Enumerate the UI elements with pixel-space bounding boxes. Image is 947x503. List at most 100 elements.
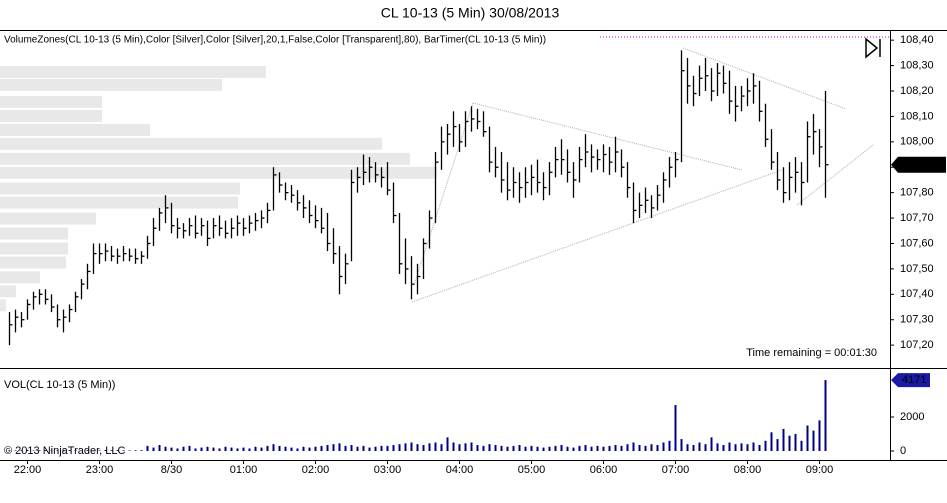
volume-bar <box>560 445 563 451</box>
play-triangle[interactable] <box>865 37 879 59</box>
volume-bar <box>158 445 161 451</box>
volume-bar <box>110 450 113 451</box>
pane-frames <box>0 30 947 461</box>
volume-bar <box>194 448 197 451</box>
volume-bar <box>218 448 221 451</box>
volume-bar <box>230 447 233 451</box>
volume-bar <box>518 445 521 451</box>
volume-bar <box>38 450 41 451</box>
volume-zone <box>0 212 96 225</box>
volume-bar <box>266 445 269 451</box>
volume-bar <box>314 446 317 451</box>
volume-bar <box>254 446 257 451</box>
volume-bar <box>332 444 335 451</box>
volume-bar <box>224 446 227 451</box>
volume-bar <box>476 445 479 451</box>
volume-bar <box>452 442 455 451</box>
volume-bar <box>380 445 383 451</box>
volume-bar <box>584 445 587 451</box>
volume-bar <box>488 444 491 451</box>
volume-bar <box>494 445 497 451</box>
volume-bar <box>428 443 431 451</box>
volume-bar <box>128 450 131 451</box>
y-tick-label: 0 <box>900 445 906 457</box>
volume-bar <box>20 450 23 451</box>
volume-zone <box>0 256 66 269</box>
volume-bar <box>440 444 443 451</box>
volume-zone <box>0 109 102 122</box>
last-volume-label: 4171 <box>902 374 926 386</box>
volume-bar <box>542 447 545 451</box>
volume-bar <box>794 433 797 451</box>
volume-bar <box>344 445 347 451</box>
volume-bar <box>812 430 815 451</box>
volume-bar <box>734 444 737 451</box>
volume-bar <box>464 443 467 451</box>
y-tick-label: 108,00 <box>900 136 934 148</box>
volume-bar <box>404 443 407 451</box>
volume-bar <box>770 432 773 451</box>
volume-bar <box>614 445 617 451</box>
volume-bar <box>602 446 605 451</box>
x-tick-label: 22:00 <box>14 464 42 476</box>
volume-bar <box>374 446 377 451</box>
volume-bar <box>500 445 503 451</box>
volume-zone <box>0 137 382 150</box>
volume-bar <box>524 446 527 451</box>
play-icon[interactable] <box>865 37 881 59</box>
y-tick-label: 108,10 <box>900 110 934 122</box>
volume-bar <box>164 446 167 451</box>
volume-bar <box>362 445 365 451</box>
y-tick-label: 107,20 <box>900 339 934 351</box>
last-volume-marker <box>891 373 930 388</box>
volume-bar <box>290 447 293 451</box>
y-tick-label: 107,60 <box>900 237 934 249</box>
volume-bar <box>482 445 485 451</box>
volume-bar <box>62 449 65 451</box>
volume-bar <box>86 450 89 451</box>
volume-bar <box>650 444 653 451</box>
x-tick-label: 08:00 <box>734 464 762 476</box>
volume-bar <box>698 442 701 451</box>
y-tick-label: 107,30 <box>900 314 934 326</box>
y-tick-label: 2000 <box>900 411 924 423</box>
volume-bar <box>368 447 371 451</box>
volume-bar <box>98 450 101 451</box>
timer-text: Time remaining = 00:01:30 <box>746 347 877 359</box>
volume-bar <box>326 445 329 451</box>
volume-bar <box>386 445 389 451</box>
copyright: © 2013 NinjaTrader, LLC <box>4 445 125 457</box>
volume-zone <box>0 271 40 284</box>
volume-bar <box>638 445 641 451</box>
volume-bar <box>644 445 647 451</box>
volume-bar <box>548 446 551 451</box>
volume-bar <box>740 443 743 451</box>
volume-bar <box>284 446 287 451</box>
volume-bar <box>692 445 695 451</box>
x-tick-label: 05:00 <box>518 464 546 476</box>
y-tick-label: 107,80 <box>900 187 934 199</box>
volume-bar <box>806 425 809 451</box>
volume-zone <box>0 182 240 195</box>
volume-bar <box>746 444 749 451</box>
volume-bar <box>152 447 155 451</box>
volume-bar <box>200 447 203 451</box>
volume-bar <box>782 428 785 451</box>
volume-bar <box>8 450 11 451</box>
x-tick-label: 09:00 <box>806 464 834 476</box>
volume-bar <box>320 445 323 451</box>
volume-bar <box>50 450 53 451</box>
last-price-label: 107,91 <box>903 159 937 171</box>
volume-bar <box>722 445 725 451</box>
volume-bar <box>410 442 413 451</box>
volume-bar <box>674 405 677 451</box>
volume-bar <box>260 447 263 451</box>
x-tick-label: 06:00 <box>590 464 618 476</box>
x-tick-label: 8/30 <box>161 464 182 476</box>
volume-bar <box>416 444 419 451</box>
volume-bar <box>716 443 719 451</box>
chart-title: CL 10-13 (5 Min) 30/08/2013 <box>381 5 560 21</box>
volume-bar <box>446 437 449 451</box>
volume-bar <box>182 446 185 451</box>
